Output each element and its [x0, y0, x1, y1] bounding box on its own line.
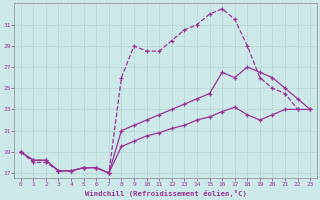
X-axis label: Windchill (Refroidissement éolien,°C): Windchill (Refroidissement éolien,°C) — [84, 190, 246, 197]
